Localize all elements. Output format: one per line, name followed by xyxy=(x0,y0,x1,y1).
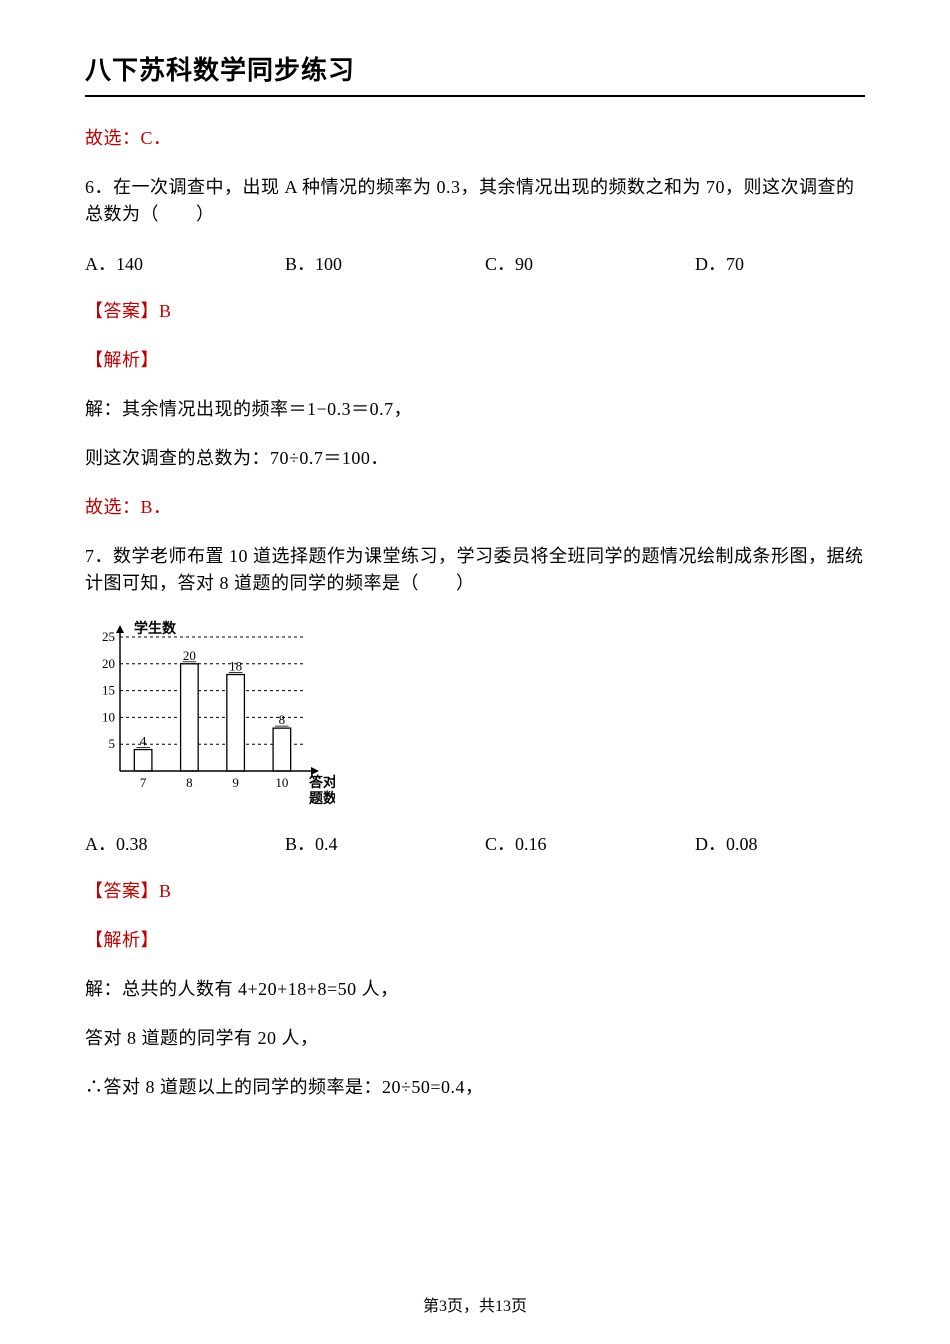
q7-option-c: C．0.16 xyxy=(485,830,695,856)
svg-text:10: 10 xyxy=(275,775,288,790)
svg-text:25: 25 xyxy=(102,629,115,644)
svg-text:9: 9 xyxy=(232,775,239,790)
svg-text:5: 5 xyxy=(109,736,116,751)
page-title: 八下苏科数学同步练习 xyxy=(85,50,865,97)
svg-text:学生数: 学生数 xyxy=(134,620,177,637)
svg-text:题数: 题数 xyxy=(309,790,335,807)
q6-options: A．140 B．100 C．90 D．70 xyxy=(85,250,865,276)
q7-option-d: D．0.08 xyxy=(695,830,758,856)
svg-text:15: 15 xyxy=(102,683,115,698)
q6-answer: 【答案】B xyxy=(85,298,865,325)
q7-step3: ∴答对 8 道题以上的同学的频率是：20÷50=0.4， xyxy=(85,1074,865,1101)
q7-analysis-label: 【解析】 xyxy=(85,927,865,954)
svg-text:8: 8 xyxy=(279,712,286,727)
q6-option-d: D．70 xyxy=(695,250,744,276)
q6-analysis-label: 【解析】 xyxy=(85,347,865,374)
svg-text:4: 4 xyxy=(140,734,147,749)
svg-text:20: 20 xyxy=(102,656,115,671)
q6-step2: 则这次调查的总数为：70÷0.7＝100． xyxy=(85,445,865,472)
q6-option-b: B．100 xyxy=(285,250,485,276)
q7-options: A．0.38 B．0.4 C．0.16 D．0.08 xyxy=(85,830,865,856)
page-footer: 第3页，共13页 xyxy=(0,1292,950,1316)
q6-conclusion: 故选：B． xyxy=(85,494,865,521)
svg-text:20: 20 xyxy=(183,648,196,663)
svg-text:7: 7 xyxy=(140,775,147,790)
svg-text:答对: 答对 xyxy=(309,774,335,791)
q7-answer: 【答案】B xyxy=(85,878,865,905)
prev-conclusion: 故选：C． xyxy=(85,125,865,152)
q7-option-b: B．0.4 xyxy=(285,830,485,856)
q6-option-c: C．90 xyxy=(485,250,695,276)
q7-prompt: 7．数学老师布置 10 道选择题作为课堂练习，学习委员将全班同学的题情况绘制成条… xyxy=(85,543,865,597)
svg-text:10: 10 xyxy=(102,709,115,724)
q7-step2: 答对 8 道题的同学有 20 人， xyxy=(85,1025,865,1052)
q6-option-a: A．140 xyxy=(85,250,285,276)
q7-step1: 解：总共的人数有 4+20+18+8=50 人， xyxy=(85,976,865,1003)
svg-text:18: 18 xyxy=(229,659,242,674)
q6-step1: 解：其余情况出现的频率＝1−0.3＝0.7， xyxy=(85,396,865,423)
q6-prompt: 6．在一次调查中，出现 A 种情况的频率为 0.3，其余情况出现的频数之和为 7… xyxy=(85,174,865,228)
q7-option-a: A．0.38 xyxy=(85,830,285,856)
bar-chart: 5 10 15 20 25 学生数 4 7 20 8 18 9 8 10 答对题数 xyxy=(85,619,865,814)
svg-text:8: 8 xyxy=(186,775,193,790)
